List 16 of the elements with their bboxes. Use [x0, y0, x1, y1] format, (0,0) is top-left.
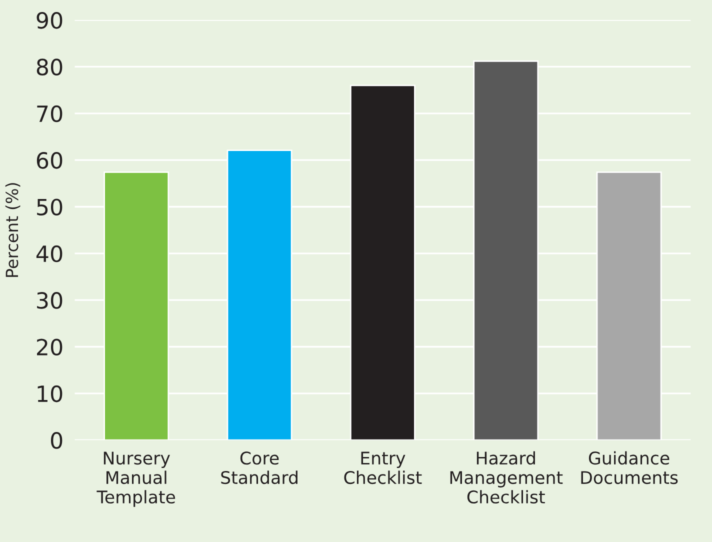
- y-tick-label: 10: [38, 385, 62, 402]
- x-tick-label: Hazard Management Checklist: [450, 451, 563, 504]
- x-tick-label: Nursery Manual Template: [96, 452, 176, 507]
- x-tick-label: Core Standard: [221, 452, 298, 484]
- y-tick-label: 50: [37, 198, 62, 216]
- y-tick-label: 80: [36, 58, 62, 76]
- x-tick-label: Entry Checklist: [344, 452, 422, 484]
- y-tick-label: 40: [36, 245, 62, 262]
- y-tick-label: 90: [36, 12, 62, 29]
- y-tick-label: 0: [50, 432, 62, 449]
- y-axis-title: Percent (%): [5, 183, 20, 277]
- y-tick-label: 30: [37, 292, 62, 309]
- y-tick-label: 60: [36, 152, 62, 169]
- x-tick-label: Guidance Documents: [581, 451, 678, 484]
- y-tick-label: 70: [37, 105, 62, 122]
- y-tick-label: 20: [37, 338, 62, 356]
